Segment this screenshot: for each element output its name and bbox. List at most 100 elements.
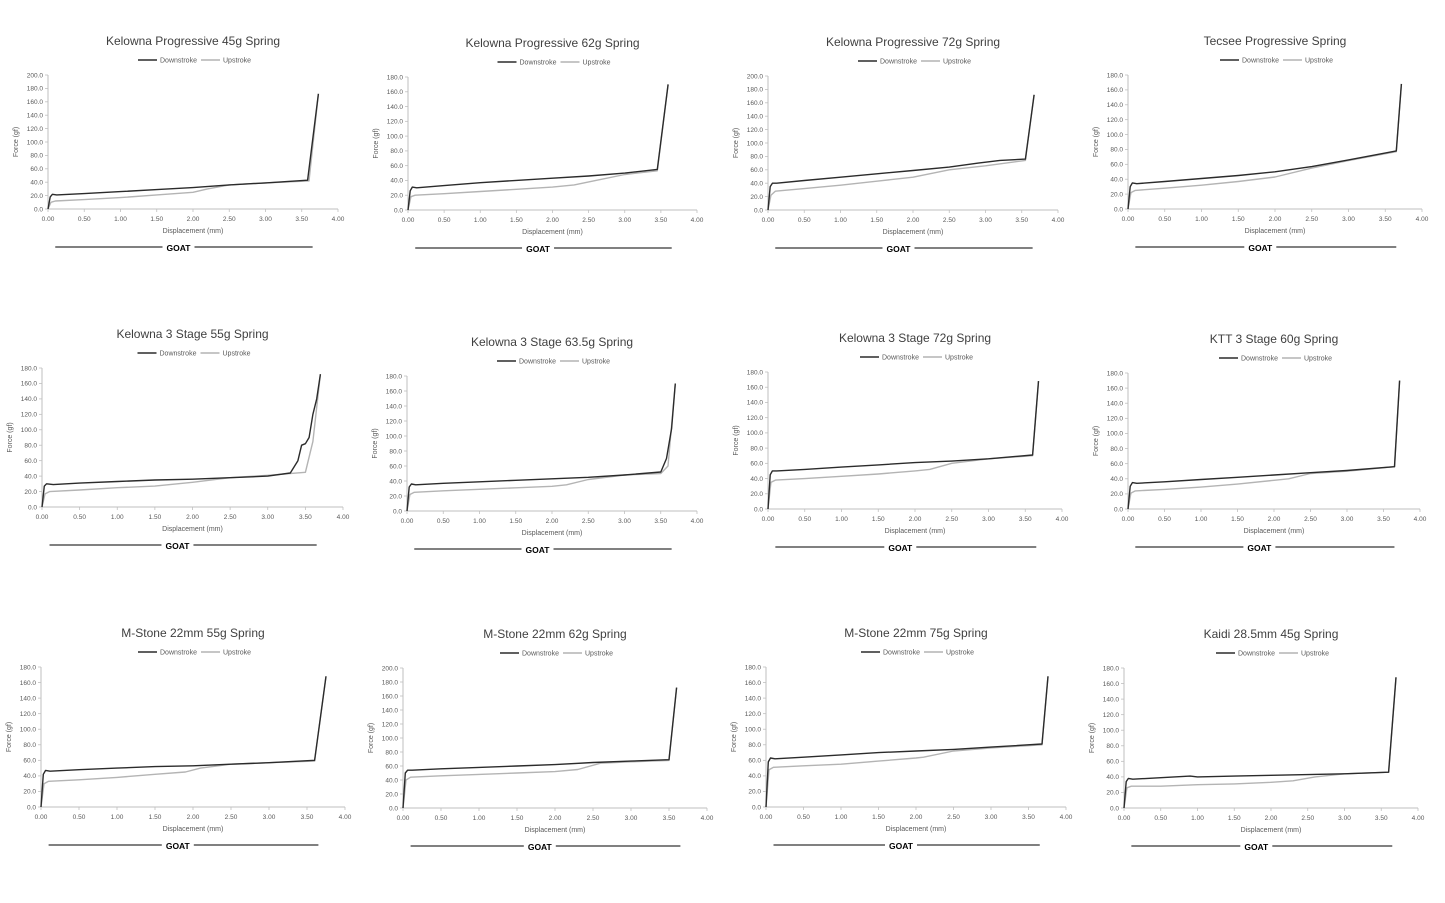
x-tick-label: 2.50 — [587, 815, 600, 822]
y-tick-label: 180.0 — [382, 679, 399, 686]
x-tick-label: 2.00 — [1269, 216, 1282, 223]
x-tick-label: 2.00 — [549, 815, 562, 822]
x-tick-label: 4.00 — [337, 514, 350, 521]
x-tick-label: 2.50 — [223, 216, 236, 223]
x-tick-label: 3.00 — [618, 217, 631, 224]
chart-panel: Kelowna Progressive 72g Spring Downstroke… — [733, 35, 1065, 254]
downstroke-series-line — [1123, 677, 1397, 809]
y-tick-label: 200.0 — [747, 73, 764, 80]
y-tick-label: 180.0 — [27, 86, 44, 93]
y-tick-label: 100.0 — [386, 433, 403, 440]
x-tick-label: 4.00 — [1052, 217, 1065, 224]
y-tick-label: 140.0 — [1107, 102, 1124, 109]
x-tick-label: 2.00 — [907, 217, 920, 224]
y-tick-label: 160.0 — [386, 388, 403, 395]
x-tick-label: 1.50 — [1232, 216, 1245, 223]
x-tick-label: 0.50 — [1158, 516, 1171, 523]
y-tick-label: 120.0 — [747, 415, 764, 422]
y-tick-label: 20.0 — [1106, 790, 1119, 797]
y-tick-label: 0.0 — [752, 804, 761, 811]
x-tick-label: 2.00 — [546, 518, 559, 525]
y-tick-label: 100.0 — [1107, 132, 1124, 139]
chart-panel: Kelowna Progressive 62g Spring Downstroke… — [373, 36, 704, 254]
x-tick-label: 1.00 — [835, 814, 848, 821]
downstroke-series-line — [1127, 83, 1403, 210]
y-tick-label: 60.0 — [750, 167, 763, 174]
y-tick-label: 60.0 — [23, 758, 36, 765]
y-tick-label: 160.0 — [20, 680, 37, 687]
x-tick-label: 0.50 — [798, 217, 811, 224]
x-tick-label: 3.00 — [618, 518, 631, 525]
y-tick-label: 80.0 — [750, 445, 763, 452]
x-tick-label: 1.00 — [1195, 216, 1208, 223]
y-tick-label: 140.0 — [382, 707, 399, 714]
y-tick-label: 180.0 — [1107, 370, 1124, 377]
downstroke-series-line — [406, 383, 676, 512]
x-axis-label: Displacement (mm) — [883, 229, 944, 236]
x-tick-label: 3.00 — [1342, 216, 1355, 223]
y-axis-label: Force (gf) — [6, 722, 13, 752]
x-tick-label: 3.50 — [1019, 516, 1032, 523]
y-tick-label: 0.0 — [1114, 506, 1123, 513]
chart-panel: M-Stone 22mm 75g Spring Downstroke Upstrok… — [731, 626, 1073, 851]
x-tick-label: 3.50 — [1375, 815, 1388, 822]
footer-label-backdrop — [1244, 242, 1277, 252]
x-tick-label: 4.00 — [1412, 815, 1425, 822]
x-tick-label: 3.50 — [1015, 217, 1028, 224]
x-tick-label: 4.00 — [1414, 516, 1427, 523]
y-tick-label: 20.0 — [390, 193, 403, 200]
y-tick-label: 160.0 — [387, 89, 404, 96]
x-tick-label: 3.50 — [654, 518, 667, 525]
y-tick-label: 80.0 — [750, 154, 763, 161]
x-tick-label: 2.00 — [186, 514, 199, 521]
x-tick-label: 2.00 — [1265, 815, 1278, 822]
chart-panel: KTT 3 Stage 60g Spring Downstroke Upstroke… — [1093, 332, 1427, 553]
chart-panel: Kelowna 3 Stage 72g Spring Downstroke Upst… — [733, 331, 1069, 553]
x-axis-label: Displacement (mm) — [886, 826, 947, 833]
x-tick-label: 1.00 — [111, 814, 124, 821]
y-axis-label: Force (gf) — [731, 722, 738, 752]
y-tick-label: 100.0 — [747, 140, 764, 147]
footer-label-backdrop — [162, 242, 195, 252]
y-tick-label: 140.0 — [27, 113, 44, 120]
y-tick-label: 180.0 — [1103, 665, 1120, 672]
y-tick-label: 180.0 — [745, 664, 762, 671]
legend-downstroke-label: Downstroke — [882, 355, 919, 362]
y-tick-label: 80.0 — [390, 148, 403, 155]
x-tick-label: 1.50 — [1228, 815, 1241, 822]
y-axis-label: Force (gf) — [1093, 127, 1100, 157]
x-tick-label: 1.00 — [1195, 516, 1208, 523]
x-tick-label: 2.50 — [947, 814, 960, 821]
footer-label-backdrop — [884, 542, 917, 552]
x-tick-label: 4.00 — [332, 216, 345, 223]
y-tick-label: 60.0 — [1110, 162, 1123, 169]
x-tick-label: 1.50 — [510, 217, 523, 224]
y-tick-label: 20.0 — [748, 789, 761, 796]
y-tick-label: 100.0 — [387, 133, 404, 140]
x-tick-label: 4.00 — [691, 217, 704, 224]
y-tick-label: 20.0 — [23, 789, 36, 796]
footer-label-backdrop — [885, 840, 917, 850]
y-axis-label: Force (gf) — [733, 128, 740, 158]
chart-title: Kelowna 3 Stage 72g Spring — [839, 331, 991, 345]
y-tick-label: 200.0 — [27, 72, 44, 79]
y-tick-label: 60.0 — [1110, 461, 1123, 468]
x-tick-label: 0.50 — [73, 514, 86, 521]
chart-panel: Tecsee Progressive Spring Downstroke Upstr… — [1093, 34, 1429, 253]
x-tick-label: 3.00 — [625, 815, 638, 822]
y-tick-label: 40.0 — [24, 473, 37, 480]
y-tick-label: 140.0 — [747, 114, 764, 121]
x-axis-label: Displacement (mm) — [885, 528, 946, 535]
x-tick-label: 1.50 — [1231, 516, 1244, 523]
y-tick-label: 20.0 — [750, 194, 763, 201]
x-tick-label: 1.50 — [872, 516, 885, 523]
y-tick-label: 40.0 — [750, 181, 763, 188]
y-axis-label: Force (gf) — [372, 428, 379, 458]
y-tick-label: 80.0 — [1110, 446, 1123, 453]
footer-label: GOAT — [167, 243, 192, 253]
y-tick-label: 0.0 — [394, 207, 403, 214]
x-tick-label: 3.00 — [261, 514, 274, 521]
y-tick-label: 100.0 — [747, 430, 764, 437]
x-axis-label: Displacement (mm) — [1241, 827, 1302, 834]
x-axis-label: Displacement (mm) — [163, 228, 224, 235]
